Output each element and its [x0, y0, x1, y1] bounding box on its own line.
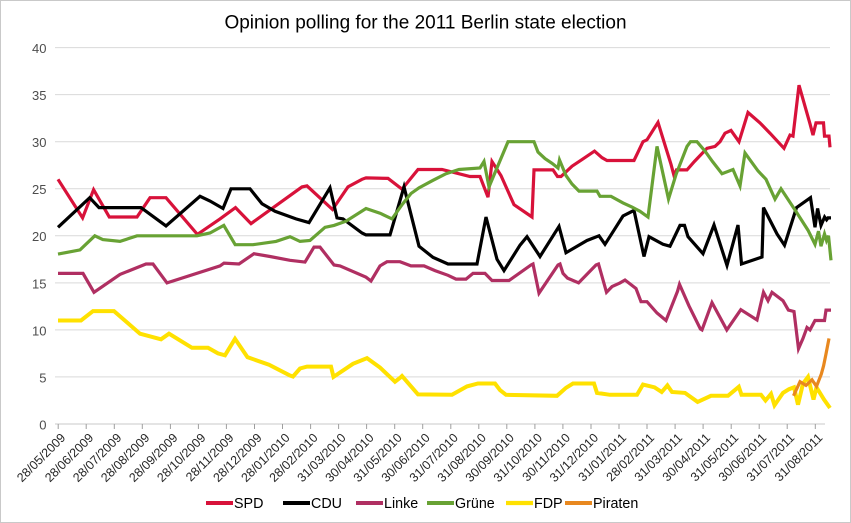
- svg-text:Linke: Linke: [384, 496, 418, 512]
- svg-text:CDU: CDU: [311, 496, 342, 512]
- svg-text:20: 20: [32, 229, 46, 244]
- svg-text:Grüne: Grüne: [455, 496, 495, 512]
- svg-text:15: 15: [32, 276, 46, 291]
- svg-text:25: 25: [32, 182, 46, 197]
- svg-text:35: 35: [32, 88, 46, 103]
- svg-text:Piraten: Piraten: [593, 496, 638, 512]
- svg-text:0: 0: [39, 417, 46, 432]
- svg-text:10: 10: [32, 323, 46, 338]
- svg-text:30: 30: [32, 135, 46, 150]
- svg-text:SPD: SPD: [234, 496, 263, 512]
- svg-text:5: 5: [39, 370, 46, 385]
- svg-text:FDP: FDP: [534, 496, 563, 512]
- svg-text:40: 40: [32, 41, 46, 56]
- svg-text:Opinion polling for the 2011 B: Opinion polling for the 2011 Berlin stat…: [224, 13, 626, 34]
